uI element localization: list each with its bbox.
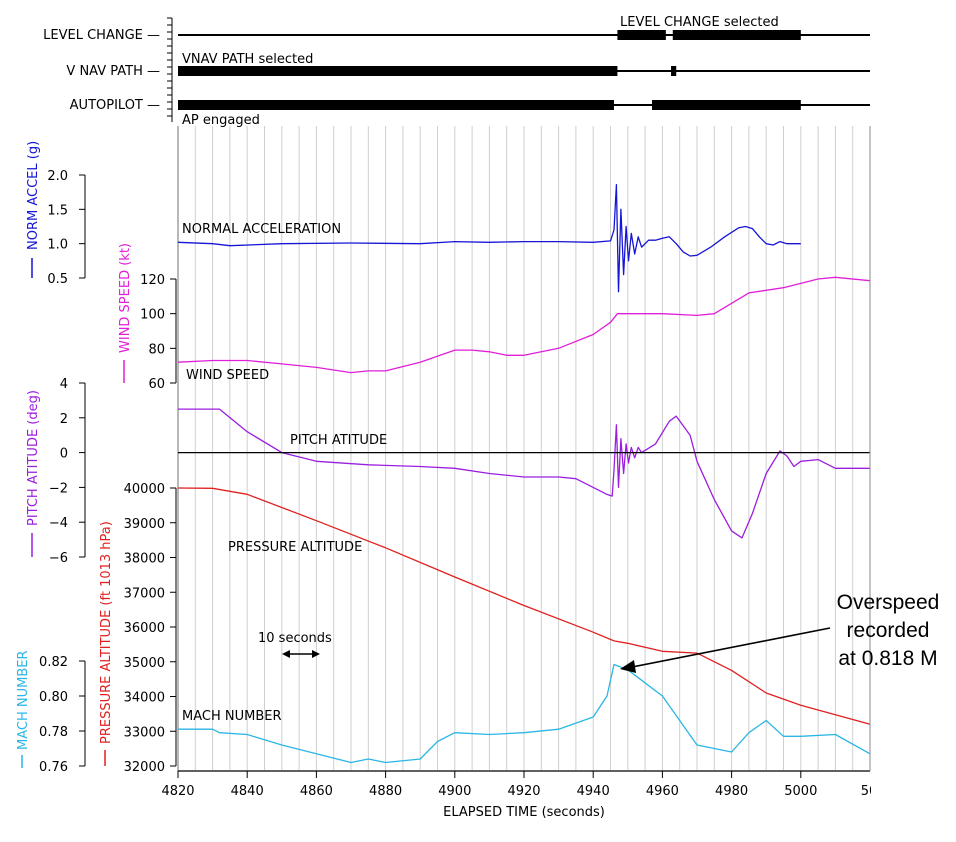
y-tick-label: 2 (60, 412, 68, 427)
y-tick-label: 100 (140, 308, 165, 323)
x-tick-label: 4880 (369, 784, 402, 799)
y-tick-label: 35000 (124, 656, 165, 671)
overspeed-line-1: Overspeed (837, 591, 940, 614)
discretes-panel: LEVEL CHANGE — V NAV PATH — AUTOPILOT — LEV… (43, 15, 870, 128)
discrete-on-bar (671, 66, 677, 76)
label-mach-number: MACH NUMBER (182, 709, 282, 724)
y-tick-label: 0.82 (39, 655, 68, 670)
axis-title-wind-speed: WIND SPEED (kt) (118, 243, 133, 353)
x-tick-label: 4860 (300, 784, 333, 799)
y-tick-label: 37000 (124, 586, 165, 601)
y-tick-label: 1.5 (47, 203, 68, 218)
y-tick-label: −6 (49, 551, 68, 566)
y-tick-label: 4 (60, 377, 68, 392)
discrete-label: V NAV PATH — (66, 64, 160, 79)
y-tick-label: 40000 (124, 482, 165, 497)
y-tick-label: 2.0 (47, 169, 68, 184)
discrete-note: AP engaged (182, 113, 260, 128)
overspeed-arrow (620, 627, 831, 673)
y-tick-label: 80 (148, 342, 165, 357)
y-tick-label: 60 (148, 377, 165, 392)
axes: 4820 4840 4860 4880 4900 4920 4940 4960 4980 5000… (21, 169, 911, 802)
series-line-mach-number (178, 663, 871, 764)
y-tick-label: 39000 (124, 517, 165, 532)
ten-seconds-arrow (282, 650, 320, 658)
discrete-on-bar (672, 30, 801, 40)
y-tick-label: −4 (49, 516, 68, 531)
y-tick-label: 32000 (124, 760, 165, 775)
y-tick-label: 1.0 (47, 238, 68, 253)
label-pitch-attitude: PITCH ATITUDE (290, 433, 387, 448)
discrete-note: VNAV PATH selected (182, 52, 313, 67)
y-tick-label: 120 (140, 273, 165, 288)
y-tick-label: 34000 (124, 691, 165, 706)
discrete-label: AUTOPILOT — (70, 98, 160, 113)
y-tick-label: 0.5 (47, 272, 68, 287)
x-tick-label: 4820 (161, 784, 194, 799)
label-normal-acceleration: NORMAL ACCELERATION (182, 222, 341, 237)
axis-title-mach: MACH NUMBER (16, 651, 31, 751)
discrete-on-bar (178, 100, 614, 110)
discrete-on-bar (178, 66, 618, 76)
y-tick-label: 33000 (124, 725, 165, 740)
overspeed-line-2: recorded (847, 619, 930, 642)
series-line-wind-speed (177, 276, 871, 374)
axis-title-pitch: PITCH ATITUDE (deg) (26, 390, 41, 526)
x-tick-label: 5000 (784, 784, 817, 799)
x-tick-label: 4940 (577, 784, 610, 799)
discrete-on-bar (617, 30, 666, 40)
ten-seconds-label: 10 seconds (258, 631, 332, 646)
label-pressure-altitude: PRESSURE ALTITUDE (228, 540, 362, 555)
series-line-pressure-altitude (177, 487, 871, 725)
x-tick-label: 4920 (507, 784, 540, 799)
label-wind-speed: WIND SPEED (186, 368, 269, 383)
y-tick-label: 38000 (124, 552, 165, 567)
x-tick-crop (871, 780, 911, 802)
x-tick-label: 4900 (438, 784, 471, 799)
y-tick-label: 0.76 (39, 760, 68, 775)
y-tick-label: −2 (49, 481, 68, 496)
y-tick-label: 0.78 (39, 725, 68, 740)
x-tick-label: 4960 (646, 784, 679, 799)
discrete-note: LEVEL CHANGE selected (620, 15, 779, 30)
overspeed-line-3: at 0.818 M (838, 647, 937, 670)
y-tick-label: 0.80 (39, 690, 68, 705)
x-axis-title: ELAPSED TIME (seconds) (443, 805, 605, 820)
series-line-pitch-atitude (178, 408, 870, 539)
y-tick-label: 36000 (124, 621, 165, 636)
discrete-on-bar (652, 100, 801, 110)
right-crop (871, 120, 956, 770)
series-line-normal-acceleration (177, 183, 801, 293)
axis-title-pressure-altitude: PRESSURE ALTITUDE (ft 1013 hPa) (99, 521, 114, 744)
time-grid (177, 126, 871, 771)
axis-title-norm-accel: NORM ACCEL (g) (26, 141, 41, 250)
x-tick-label: 4840 (231, 784, 264, 799)
discrete-label: LEVEL CHANGE — (43, 28, 160, 43)
y-tick-label: 0 (60, 447, 68, 462)
x-tick-label: 4980 (715, 784, 748, 799)
series-layer (177, 120, 956, 771)
